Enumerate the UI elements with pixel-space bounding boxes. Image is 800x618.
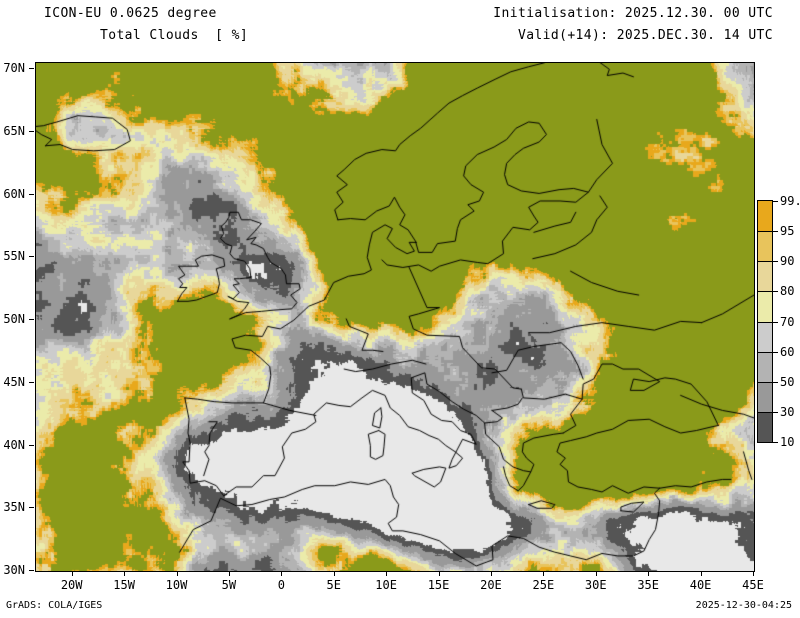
y-axis-tick <box>29 68 34 70</box>
x-axis-label: 5E <box>326 578 341 592</box>
x-axis-label: 45E <box>742 578 764 592</box>
colorbar-tick <box>772 261 778 263</box>
x-axis-label: 5W <box>221 578 237 592</box>
x-axis-tick <box>753 571 754 576</box>
colorbar-separator <box>758 231 772 233</box>
x-axis-tick <box>700 571 702 576</box>
y-axis-label: 65N <box>3 123 25 138</box>
colorbar-separator <box>758 381 772 383</box>
x-axis-tick <box>438 571 440 576</box>
initialisation-time: Initialisation: 2025.12.30. 00 UTC <box>493 6 773 21</box>
colorbar-band <box>758 231 772 262</box>
colorbar-label: 99.5 <box>780 194 800 208</box>
y-axis-tick <box>29 130 34 132</box>
colorbar-label: 90 <box>780 254 795 269</box>
colorbar-label: 30 <box>780 404 795 419</box>
x-axis-label: 30E <box>584 578 607 592</box>
colorbar-band <box>758 351 772 382</box>
render-timestamp: 2025-12-30-04:25 <box>695 600 792 611</box>
x-axis-label: 15W <box>113 578 135 592</box>
colorbar-tick <box>772 351 778 353</box>
x-axis-tick <box>648 571 650 576</box>
x-axis-tick <box>228 571 230 576</box>
x-axis-tick <box>543 571 545 576</box>
y-axis-tick <box>29 381 34 383</box>
colorbar-tick <box>772 321 778 323</box>
x-axis-tick <box>386 571 388 576</box>
colorbar-band <box>758 291 772 322</box>
y-axis-label: 60N <box>3 186 25 201</box>
colorbar-separator <box>758 261 772 263</box>
colorbar-label: 80 <box>780 284 795 299</box>
model-title: ICON-EU 0.0625 degree <box>44 6 217 21</box>
grads-credit: GrADS: COLA/IGES <box>6 600 103 611</box>
map-header: ICON-EU 0.0625 degree Total Clouds [ %] … <box>0 0 800 52</box>
colorbar-separator <box>758 321 772 323</box>
y-axis-tick <box>29 507 34 509</box>
x-axis-tick <box>281 571 283 576</box>
x-axis-tick <box>71 571 73 576</box>
colorbar-tick <box>772 411 778 413</box>
x-axis-tick <box>490 571 492 576</box>
y-axis-label: 40N <box>3 437 25 452</box>
colorbar <box>757 200 773 443</box>
x-axis-label: 20W <box>60 578 83 592</box>
colorbar-tick <box>772 442 778 443</box>
variable-title: Total Clouds [ %] <box>100 28 249 43</box>
x-axis-label: 25E <box>532 578 555 592</box>
x-axis-label: 40E <box>689 578 712 592</box>
colorbar-label: 10 <box>780 435 795 449</box>
x-axis-label: 0 <box>277 578 285 592</box>
y-axis-label: 70N <box>3 61 25 76</box>
colorbar-label: 70 <box>780 314 795 329</box>
x-axis-tick <box>595 571 597 576</box>
x-axis-label: 20E <box>480 578 502 592</box>
y-axis-label: 45N <box>3 374 25 389</box>
y-axis-tick <box>29 256 34 258</box>
colorbar-label: 50 <box>780 374 795 389</box>
colorbar-separator <box>758 411 772 413</box>
map-plot-area[interactable] <box>35 62 755 572</box>
colorbar-label: 60 <box>780 344 795 359</box>
colorbar-band <box>758 411 772 442</box>
colorbar-tick <box>772 381 778 383</box>
colorbar-separator <box>758 351 772 353</box>
colorbar-band <box>758 321 772 352</box>
cloud-cover-heatmap[interactable] <box>36 63 754 571</box>
y-axis-label: 55N <box>3 249 25 264</box>
x-axis-label: 35E <box>637 578 660 592</box>
y-axis-tick <box>29 193 34 195</box>
colorbar-band <box>758 261 772 292</box>
x-axis-tick <box>124 571 126 576</box>
y-axis-label: 30N <box>3 563 25 577</box>
y-axis-tick <box>29 319 34 321</box>
x-axis-label: 10E <box>375 578 397 592</box>
x-axis-label: 10W <box>165 578 188 592</box>
y-axis-tick <box>29 444 34 446</box>
x-axis-label: 15E <box>427 578 450 592</box>
colorbar-tick <box>772 231 778 233</box>
y-axis-label: 35N <box>3 500 25 515</box>
y-axis-label: 50N <box>3 312 25 327</box>
colorbar-band <box>758 201 772 232</box>
colorbar-label: 95 <box>780 224 795 239</box>
colorbar-tick <box>772 291 778 293</box>
x-axis-tick <box>176 571 178 576</box>
colorbar-band <box>758 381 772 412</box>
valid-time: Valid(+14): 2025.DEC.30. 14 UTC <box>517 28 773 43</box>
colorbar-separator <box>758 291 772 293</box>
y-axis-tick <box>29 570 34 571</box>
colorbar-tick <box>772 201 778 202</box>
x-axis-tick <box>333 571 335 576</box>
